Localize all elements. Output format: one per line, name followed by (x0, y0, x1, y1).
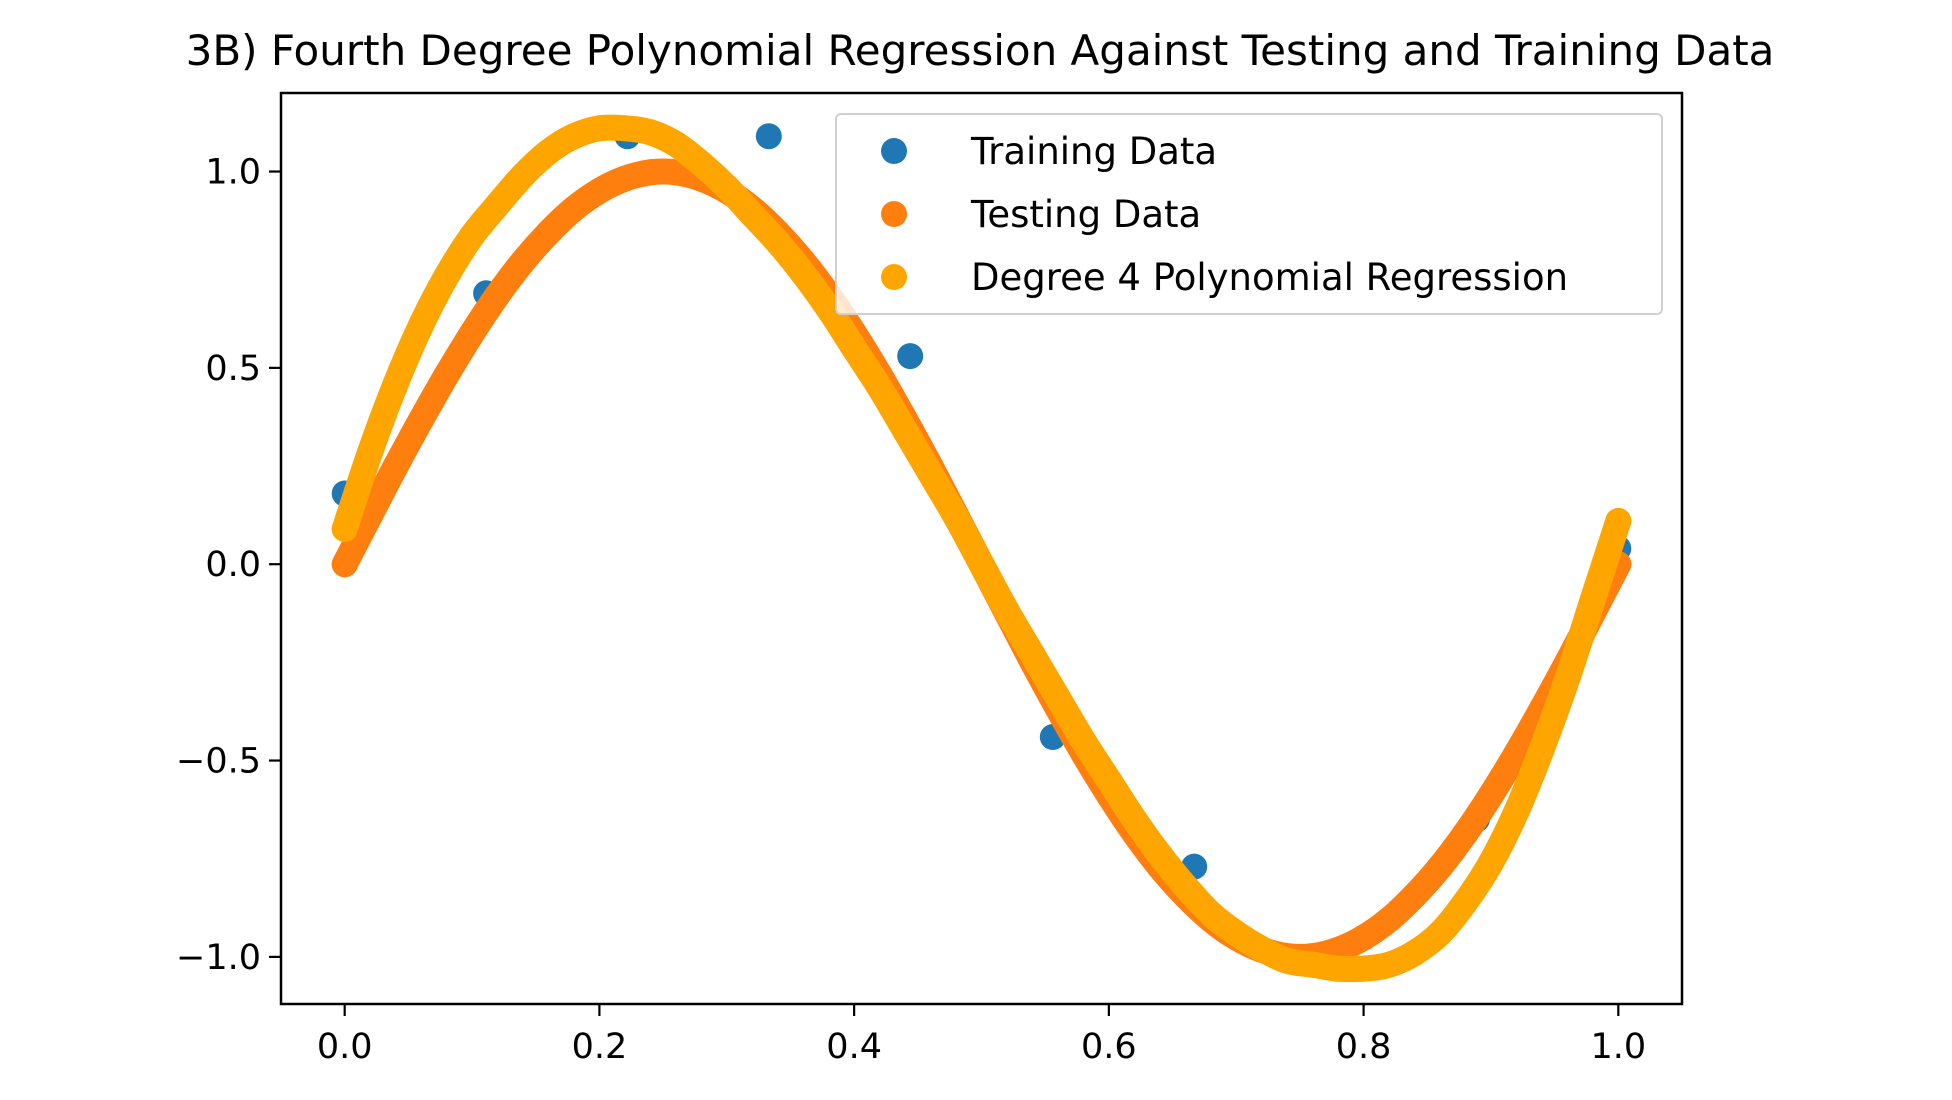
series-2-point (1299, 951, 1326, 978)
series-2-point (459, 222, 485, 249)
x-axis: 0.0 0.2 0.4 0.6 0.8 1.0 (317, 1004, 1646, 1067)
legend: Training Data Testing Data Degree 4 Polyno… (835, 113, 1663, 315)
legend-marker-1 (881, 201, 907, 227)
series-2-point (484, 191, 511, 218)
series-2-point (1579, 586, 1606, 613)
y-tick-label: 0.5 (205, 349, 261, 389)
series-2-point (408, 312, 435, 339)
series-2-point (1427, 920, 1453, 947)
x-tick-label: 0.4 (826, 1027, 882, 1067)
series-2-point (1528, 735, 1555, 762)
legend-label-1: Testing Data (970, 193, 1201, 236)
series-2-point (1070, 727, 1097, 754)
series-2-point (1019, 641, 1046, 668)
x-tick-label: 0.0 (317, 1027, 373, 1067)
series-2-point (1554, 665, 1581, 692)
series-1-point (331, 551, 358, 578)
series-2-point (637, 119, 664, 146)
series-2-point (1325, 955, 1352, 982)
series-2-point (1401, 940, 1428, 966)
series-1-point (408, 406, 435, 433)
series-2-point (994, 598, 1020, 625)
series-2-point (1095, 767, 1122, 794)
series-2-point (510, 162, 536, 189)
series-2-point (739, 201, 766, 228)
legend-box (835, 113, 1663, 315)
series-2-point (688, 150, 715, 177)
series-2-point (1452, 888, 1479, 915)
legend-marker-0 (881, 138, 907, 164)
x-tick-label: 0.8 (1336, 1027, 1392, 1067)
series-2-point (1350, 955, 1377, 982)
series-1-point (1452, 820, 1479, 847)
series-1-point (433, 361, 460, 388)
series-2-point (1605, 508, 1632, 534)
series-2-point (968, 551, 995, 578)
series-2-point (764, 229, 791, 256)
series-2-point (1478, 849, 1504, 876)
series-2-point (433, 263, 460, 289)
x-tick-label: 0.6 (1081, 1027, 1137, 1067)
series-2-point (841, 335, 868, 362)
series-2-point (1197, 900, 1224, 927)
plot-frame (279, 91, 1684, 1006)
series-2-point (357, 438, 384, 465)
series-2-point (331, 515, 358, 542)
series-2-point (1044, 684, 1071, 711)
series-2-point (917, 460, 944, 487)
legend-label-0: Training Data (970, 130, 1217, 173)
y-tick-label: −0.5 (176, 742, 261, 782)
series-2-point (535, 138, 562, 165)
series-1-point (1503, 740, 1530, 767)
y-tick-label: 1.0 (205, 153, 261, 193)
series-2 (331, 114, 1632, 983)
chart-title: 3B) Fourth Degree Polynomial Regression … (186, 26, 1775, 75)
legend-marker-2 (881, 264, 907, 290)
series-2-point (1376, 951, 1403, 978)
series-1-point (637, 159, 664, 186)
series-0-point (897, 343, 924, 370)
series-1-point (1350, 924, 1377, 951)
series-2-point (1503, 798, 1530, 825)
y-tick-label: 0.0 (205, 545, 261, 585)
legend-label-2: Degree 4 Polynomial Regression (971, 256, 1568, 299)
x-tick-label: 1.0 (1590, 1027, 1646, 1067)
series-2-point (866, 374, 893, 401)
series-1-point (382, 453, 409, 480)
series-2-point (1172, 873, 1199, 900)
series-2-point (790, 260, 817, 287)
series-0-point (755, 123, 782, 150)
x-tick-label: 0.2 (572, 1027, 628, 1067)
series-2-point (1146, 841, 1173, 868)
series-1-point (611, 165, 638, 192)
series-2-point (586, 115, 613, 142)
y-tick-label: −1.0 (176, 938, 261, 978)
series-2-point (560, 123, 587, 150)
series-2-point (1274, 947, 1301, 974)
series-1-point (459, 320, 485, 347)
series-1-point (662, 159, 689, 186)
series-1-point (1401, 882, 1428, 909)
series-2-point (382, 371, 409, 397)
y-axis: −1.0 −0.5 0.0 0.5 1.0 (176, 153, 281, 978)
series-1-point (510, 248, 536, 275)
series-2-point (1121, 806, 1148, 833)
series-2-point (1248, 936, 1275, 962)
series-2-point (943, 504, 969, 531)
series-1-point (586, 177, 613, 204)
series-1-point (560, 195, 587, 222)
series-2-point (1223, 920, 1250, 947)
plot-marks (331, 114, 1632, 983)
series-1-point (484, 282, 511, 309)
series-1-point (1427, 854, 1453, 880)
series-2-point (611, 115, 638, 142)
series-2-point (713, 174, 740, 201)
series-1-point (1376, 906, 1403, 933)
series-1-point (1478, 782, 1504, 809)
series-2-point (892, 417, 919, 444)
series-1-point (535, 219, 562, 246)
series-2-point (662, 131, 689, 157)
